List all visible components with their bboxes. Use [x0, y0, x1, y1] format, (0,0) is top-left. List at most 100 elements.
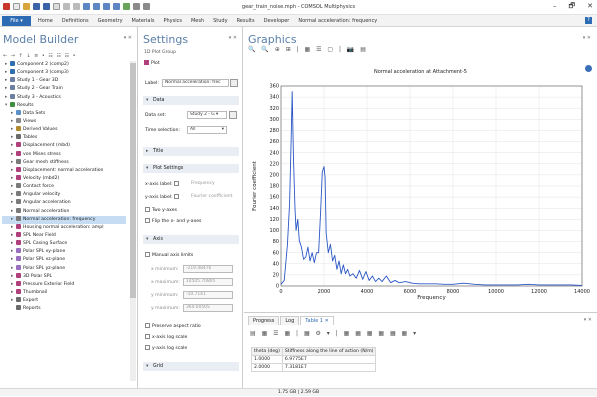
tree-expand-icon[interactable]: ▸	[11, 208, 14, 214]
ribbon-tab-9[interactable]: Normal acceleration: frequency	[298, 18, 378, 24]
tree-item[interactable]: ▸ Data Sets	[2, 109, 126, 118]
tree-expand-icon[interactable]: ▸	[5, 62, 8, 67]
close-button[interactable]: ✕	[587, 2, 593, 10]
results-tab-0[interactable]: Progress	[248, 316, 280, 325]
results-pin-icon[interactable]: ▾ ✕	[583, 317, 592, 323]
panel-pin-icon[interactable]: ▾ ✕	[123, 35, 132, 41]
ribbon-tab-6[interactable]: Study	[213, 18, 228, 24]
table-header[interactable]: theta (deg)	[251, 347, 283, 356]
tree-item[interactable]: ▸ Derived Values	[2, 126, 126, 134]
tree-item[interactable]: ▸ Displacement: normal acceleration	[2, 166, 126, 175]
tree-expand-icon[interactable]: ▾	[5, 102, 8, 108]
two-y-axes-checkbox[interactable]: Two y-axes	[145, 207, 177, 213]
tree-expand-icon[interactable]: ▸	[11, 200, 14, 206]
model-builder-toolbar[interactable]: ← → ↑ ↓ ≡ • ☷ ☷ ☷ •	[3, 53, 77, 59]
maximize-button[interactable]: 🗗	[568, 2, 576, 10]
ribbon-tab-8[interactable]: Developer	[263, 18, 290, 24]
tree-item[interactable]: ▸ Polar SPL yz-plane	[2, 264, 126, 273]
tree-item[interactable]: ▸ Component 3 (comp3)	[2, 69, 126, 77]
tree-expand-icon[interactable]: ▸	[11, 159, 14, 165]
tree-scrollbar-thumb[interactable]	[130, 63, 136, 298]
ribbon-tab-2[interactable]: Geometry	[97, 18, 123, 24]
ribbon-tab-7[interactable]: Results	[236, 18, 255, 24]
minimize-button[interactable]: –	[553, 2, 557, 10]
tree-item[interactable]: ▸ Polar SPL xz-plane	[2, 256, 126, 264]
tree-expand-icon[interactable]: ▸	[11, 249, 14, 255]
dataset-goto-icon[interactable]	[229, 111, 237, 119]
tree-expand-icon[interactable]: ▸	[11, 281, 14, 287]
tree-item[interactable]: ▸ Polar SPL xy-plane	[2, 248, 126, 256]
tree-expand-icon[interactable]: ▸	[11, 224, 14, 230]
tree-expand-icon[interactable]: ▸	[5, 86, 8, 92]
section-plot-settings[interactable]: Plot Settings	[143, 164, 239, 173]
tree-expand-icon[interactable]: ▸	[11, 143, 14, 149]
table-row[interactable]: 1.0000 6.9775E7	[251, 355, 377, 364]
copy-icon[interactable]	[83, 3, 90, 10]
layout-icon[interactable]	[143, 3, 150, 10]
label-input[interactable]: Normal acceleration: frec	[162, 79, 229, 87]
open-folder-icon[interactable]	[23, 3, 30, 10]
table-header[interactable]: Stiffness along the line of action (N/m)	[281, 347, 377, 356]
file-menu-button[interactable]: File ▾	[2, 16, 31, 26]
tree-expand-icon[interactable]: ▸	[11, 110, 14, 116]
paste-icon[interactable]	[93, 3, 100, 10]
tree-item[interactable]: ▸ Component 2 (comp2)	[2, 61, 126, 69]
tree-item[interactable]: ▸ 3D Polar SPL	[2, 272, 126, 281]
series-line[interactable]	[280, 91, 583, 286]
tree-item[interactable]: ▸ Pressure Exterior Field	[2, 280, 126, 289]
table-row[interactable]: 2.0000 7.3181E7	[251, 363, 377, 372]
tree-expand-icon[interactable]: ▸	[11, 192, 14, 198]
graphics-info-icon[interactable]	[585, 65, 592, 72]
tree-item[interactable]: ▸ Angular acceleration	[2, 199, 126, 207]
duplicate-icon[interactable]	[103, 3, 110, 10]
yaxis-log-checkbox[interactable]: y-axis log scale	[145, 345, 187, 351]
tree-item[interactable]: ▸ Normal acceleration: frequency	[2, 215, 126, 224]
xaxis-log-checkbox[interactable]: x-axis log scale	[145, 334, 187, 340]
tree-item[interactable]: ▸ Thumbnail	[2, 288, 126, 297]
section-data[interactable]: Data	[143, 96, 239, 105]
tree-expand-icon[interactable]: ▸	[11, 135, 14, 141]
settings-pin-icon[interactable]: ▾ ✕	[228, 35, 237, 41]
xmax-input[interactable]: 14505.70805	[183, 278, 233, 286]
save-as-icon[interactable]	[43, 3, 50, 10]
tree-expand-icon[interactable]: ▸	[5, 94, 8, 100]
tree-item[interactable]: ▸ Gear mesh stiffness	[2, 158, 126, 167]
tree-expand-icon[interactable]: ▸	[11, 184, 14, 190]
ribbon-tab-5[interactable]: Mesh	[190, 18, 205, 24]
tree-item[interactable]: ▸ Normal acceleration	[2, 207, 126, 216]
graphics-pin-icon[interactable]: ▾ ✕	[582, 35, 591, 41]
tree-expand-icon[interactable]: ▸	[11, 151, 14, 157]
tree-expand-icon[interactable]: ▸	[11, 273, 14, 279]
tree-item[interactable]: ▸ Views	[2, 117, 126, 126]
time-selection-select[interactable]: All ▾	[187, 126, 227, 134]
tree-expand-icon[interactable]: ▸	[11, 216, 14, 222]
tree-item[interactable]: ▸ Displacement (mbd)	[2, 142, 126, 150]
undo-icon[interactable]	[63, 3, 70, 10]
results-tab-1[interactable]: Log	[280, 316, 300, 325]
tree-expand-icon[interactable]: ▸	[11, 257, 14, 263]
tree-item[interactable]: ▸ Tables	[2, 134, 126, 142]
tree-item[interactable]: ▸ Housing normal acceleration: ampl	[2, 223, 126, 232]
tree-item[interactable]: ▸ Export	[2, 297, 126, 305]
tree-item[interactable]: ▸ von Mises stress	[2, 150, 126, 159]
table-toolbar[interactable]: ▤ ▦ ☰ ▦ | ▦ ⚙ ▾ | ▦ ▦ ▦ ▦ ▦ ▦ ▾	[250, 330, 419, 337]
line-plot[interactable]: 0 20 40 60 80 100 120 140 160 180 200 220 240 260 280 3…	[244, 27, 597, 310]
xaxis-label-checkbox[interactable]: x-axis label:	[145, 181, 181, 187]
tree-expand-icon[interactable]: ▸	[11, 175, 14, 181]
tree-expand-icon[interactable]: ▸	[11, 241, 14, 247]
section-grid[interactable]: Grid	[143, 362, 239, 371]
tree-expand-icon[interactable]: ▸	[5, 78, 8, 84]
tree-item[interactable]: ▸ SPL Casing Surface	[2, 240, 126, 248]
ribbon-tab-1[interactable]: Definitions	[61, 18, 89, 24]
tree-expand-icon[interactable]: ▸	[5, 70, 8, 76]
tree-item[interactable]: ▸ SPL Near Field	[2, 231, 126, 240]
results-tab-2[interactable]: Table 1 ✕	[300, 316, 334, 325]
tree-expand-icon[interactable]: ▸	[11, 232, 14, 238]
label-reset-icon[interactable]	[230, 79, 238, 87]
manual-axis-limits-checkbox[interactable]: Manual axis limits	[145, 252, 193, 258]
graphics-toolbar[interactable]: 🔍 🔍 ⊕ ⊞ | ▦ ☰ ▢ | 📷 ▤	[248, 46, 368, 53]
tree-expand-icon[interactable]: ▸	[11, 265, 14, 271]
compact-history-icon[interactable]	[113, 3, 120, 10]
tree-item[interactable]: ▸ Contact force	[2, 183, 126, 191]
xmin-input[interactable]: -219.48476	[183, 265, 233, 273]
